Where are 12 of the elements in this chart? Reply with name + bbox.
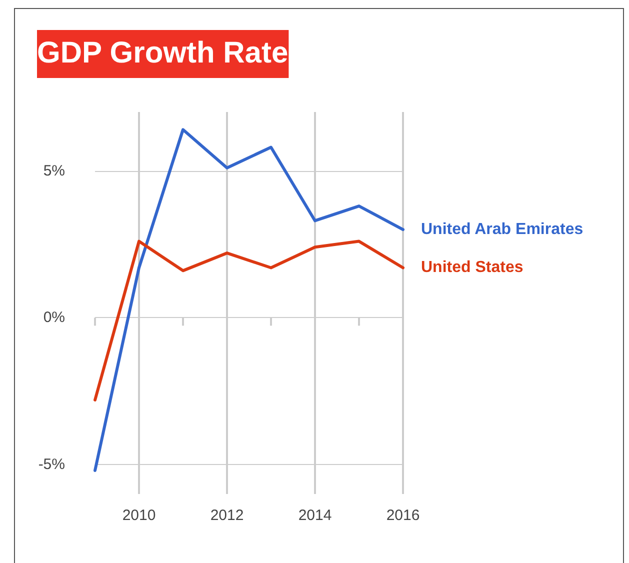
x-tick-label: 2014 (298, 507, 332, 524)
x-tick-label: 2010 (122, 507, 156, 524)
line-series (94, 240, 404, 402)
y-tick-label: 0% (43, 309, 65, 326)
series-label: United Arab Emirates (421, 221, 584, 238)
chart-title: GDP Growth Rate (37, 36, 288, 70)
x-tick-label: 2012 (210, 507, 244, 524)
line-series (94, 128, 404, 472)
series-label: United States (421, 259, 524, 276)
y-tick-label: 5% (43, 162, 65, 180)
x-tick-label: 2016 (386, 507, 420, 524)
y-tick-label: -5% (38, 456, 65, 474)
